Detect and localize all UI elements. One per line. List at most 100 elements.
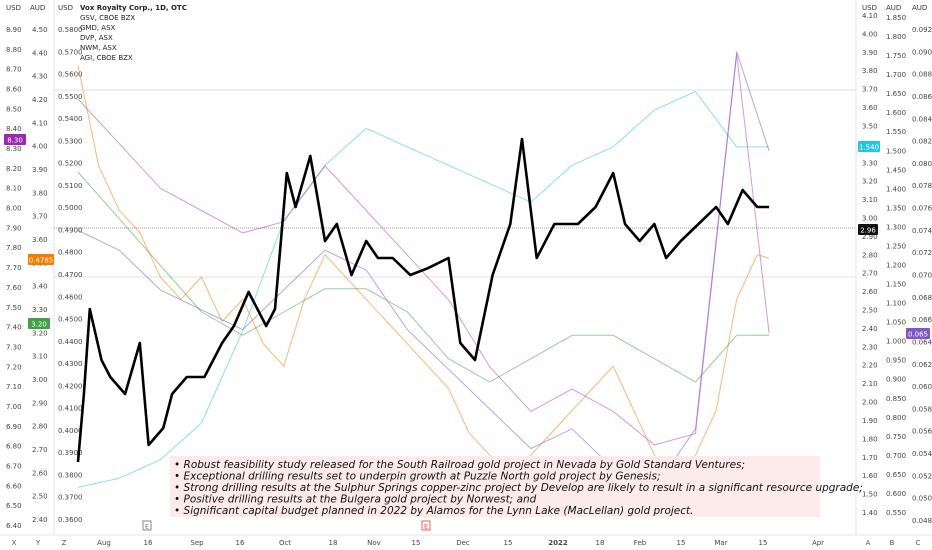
- scale-tick: 1.700: [886, 71, 906, 79]
- scale-tick: 0.5200: [58, 160, 83, 168]
- x-axis: Aug 16 Sep 16 Oct 18 Nov 15 Dec 15 2022 18 Feb 15 Mar 1…: [97, 539, 824, 547]
- price-badge: [858, 224, 878, 235]
- scale-tick: 7.90: [6, 224, 22, 232]
- scale-tick: 0.048: [912, 517, 932, 525]
- note-line: • Strong drilling results at the Sulphur…: [174, 482, 863, 494]
- scale-tick: 1.000: [886, 338, 906, 346]
- series-line-nwm[interactable]: [77, 53, 770, 446]
- scale-tick: 2.00: [862, 399, 878, 407]
- note-line: • Significant capital budget planned in …: [174, 505, 693, 517]
- scale-tick: 1.750: [886, 52, 906, 60]
- x-tick-label: 16: [144, 539, 153, 547]
- scale-tick: 0.052: [912, 472, 932, 480]
- scale-tick: 3.40: [32, 283, 48, 291]
- scale-tick: 3.90: [32, 166, 48, 174]
- scale-tick: 2.30: [862, 343, 878, 351]
- scale-tick: 8.40: [6, 125, 22, 133]
- scale-tick: 3.60: [862, 104, 878, 112]
- legend-entry[interactable]: DVP, ASX: [80, 34, 113, 42]
- x-tick-label: 15: [677, 539, 686, 547]
- scale-tick: 3.10: [862, 196, 878, 204]
- scale-tick: 7.80: [6, 244, 22, 252]
- x-tick-label: Aug: [97, 539, 111, 547]
- scale-tick: 3.70: [32, 213, 48, 221]
- legend-entry[interactable]: GSV, CBOE BZX: [80, 14, 135, 22]
- scale-tick: 0.084: [912, 115, 932, 123]
- scale-tick: 4.10: [862, 12, 878, 20]
- x-tick-label: 18: [596, 539, 605, 547]
- price-badge-text: 2.96: [860, 227, 876, 235]
- price-scales: 8.90 8.80 8.70 8.60 8.50 8.40 8.30 8.20 8.10 8.00…: [6, 12, 932, 530]
- legend: Vox Royalty Corp., 1D, OTC GSV, CBOE BZX G…: [80, 4, 187, 62]
- scale-tick: 1.150: [886, 281, 906, 289]
- scale-tick: 8.20: [6, 165, 22, 173]
- scale-tick: 0.092: [912, 26, 932, 34]
- scale-tick: 4.10: [32, 119, 48, 127]
- scale-tick: 1.80: [862, 435, 878, 443]
- scale-tick: 2.50: [32, 493, 48, 501]
- scale-tick: 1.40: [862, 509, 878, 517]
- scale-tick: 1.200: [886, 262, 906, 270]
- scale-tick: 8.00: [6, 205, 22, 213]
- scale-tick: 0.5100: [58, 182, 83, 190]
- scale-tick: 2.50: [862, 307, 878, 315]
- x-tick-label: 15: [412, 539, 421, 547]
- legend-entry[interactable]: AGI, CBOE BZX: [80, 54, 133, 62]
- scale-tick: 1.550: [886, 128, 906, 136]
- scale-tick: 3.30: [32, 306, 48, 314]
- notes-panel: [170, 456, 820, 517]
- scale-tick: 4.00: [32, 143, 48, 151]
- scale-tick: 0.5400: [58, 115, 83, 123]
- scale-tick: 0.4300: [58, 360, 83, 368]
- scale-tick: 2.80: [862, 251, 878, 259]
- legend-entry[interactable]: NWM, ASX: [80, 44, 117, 52]
- scale-tick: 1.90: [862, 417, 878, 425]
- scale-tick: 0.066: [912, 316, 932, 324]
- scale-tick: 0.3600: [58, 516, 83, 524]
- scale-tick: 0.076: [912, 205, 932, 213]
- scale-tick: 0.3800: [58, 472, 83, 480]
- x-tick-label: Apr: [812, 539, 824, 547]
- scale-tick: 8.30: [6, 145, 22, 153]
- scale-tick: 1.50: [862, 491, 878, 499]
- scale-tick: 2.20: [862, 362, 878, 370]
- scale-tick: 0.050: [912, 495, 932, 503]
- scale-tick: 3.60: [32, 236, 48, 244]
- series-line-vox-royalty-corp-[interactable]: [76, 137, 770, 463]
- axis-header-left-inner: AUD: [30, 4, 45, 12]
- earnings-marker[interactable]: [142, 520, 152, 531]
- footer-axis-letter: B: [890, 539, 895, 547]
- scale-tick: 2.90: [862, 233, 878, 241]
- price-badge-text: 3.20: [31, 321, 47, 329]
- scale-tick: 8.70: [6, 66, 22, 74]
- scale-tick: 0.4700: [58, 271, 83, 279]
- scale-tick: 4.50: [32, 26, 48, 34]
- axis-header-right-outer: AUD: [912, 4, 927, 12]
- scale-tick: 8.90: [6, 26, 22, 34]
- scale-tick: 0.088: [912, 71, 932, 79]
- scale-tick: 0.5800: [58, 26, 83, 34]
- series-line-gmd[interactable]: [77, 171, 770, 383]
- scale-tick: 1.650: [886, 90, 906, 98]
- scale-tick: 0.078: [912, 182, 932, 190]
- scale-tick: 8.60: [6, 86, 22, 94]
- x-tick-label: Sep: [190, 539, 204, 547]
- scale-tick: 2.60: [862, 288, 878, 296]
- footer-axis-letter: Y: [35, 539, 41, 547]
- legend-entry[interactable]: GMD, ASX: [80, 24, 116, 32]
- series-line-dvp[interactable]: [77, 91, 770, 488]
- price-badge-text: 1.540: [859, 144, 879, 152]
- scale-tick: 8.80: [6, 46, 22, 54]
- earnings-marker[interactable]: [421, 520, 431, 531]
- scale-tick: 4.30: [32, 73, 48, 81]
- price-badges: 8.30 0.4785 3.20 1.540 2.96 0.065: [4, 134, 930, 339]
- scale-tick: 0.4400: [58, 338, 83, 346]
- x-tick-label: Nov: [367, 539, 381, 547]
- scale-tick: 7.30: [6, 343, 22, 351]
- scale-tick: 1.300: [886, 223, 906, 231]
- scale-tick: 2.70: [32, 446, 48, 454]
- scale-tick: 3.80: [32, 189, 48, 197]
- legend-entry[interactable]: Vox Royalty Corp., 1D, OTC: [80, 4, 187, 12]
